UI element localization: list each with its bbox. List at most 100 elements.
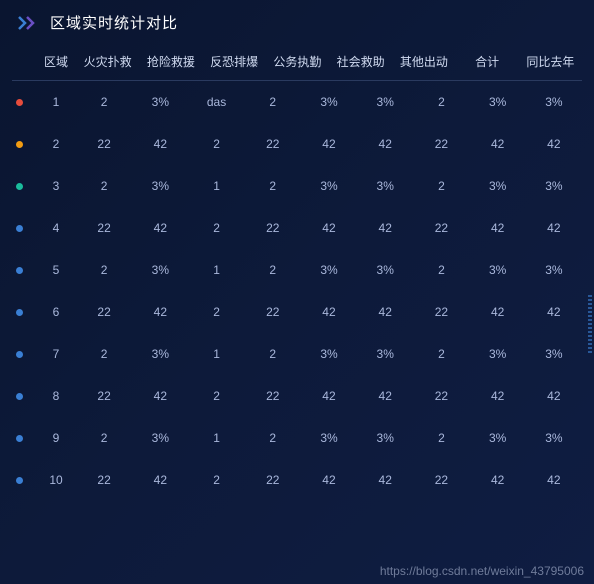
table-cell: 3% bbox=[526, 179, 582, 193]
table-cell: 2 bbox=[245, 263, 301, 277]
table-cell: 2 bbox=[188, 137, 244, 151]
table-cell: 22 bbox=[245, 473, 301, 487]
table-cell: 3% bbox=[470, 347, 526, 361]
table-cell: 42 bbox=[526, 137, 582, 151]
status-dot-icon bbox=[16, 435, 23, 442]
table-row[interactable]: 422422224242224242 bbox=[12, 207, 582, 249]
table-cell: 42 bbox=[357, 137, 413, 151]
table-cell: 7 bbox=[36, 347, 76, 361]
table-cell: 2 bbox=[36, 137, 76, 151]
table-cell: 9 bbox=[36, 431, 76, 445]
row-dot-cell bbox=[12, 99, 36, 106]
row-dot-cell bbox=[12, 435, 36, 442]
table-row[interactable]: 723%123%3%23%3% bbox=[12, 333, 582, 375]
table-cell: 22 bbox=[413, 137, 469, 151]
table-cell: 42 bbox=[301, 473, 357, 487]
table-cell: 42 bbox=[470, 305, 526, 319]
table-cell: 22 bbox=[76, 137, 132, 151]
status-dot-icon bbox=[16, 393, 23, 400]
table-body: 123%das23%3%23%3%222422224242224242323%1… bbox=[12, 81, 582, 501]
scrollbar-indicator[interactable] bbox=[588, 295, 592, 355]
table-cell: 22 bbox=[76, 305, 132, 319]
table-cell: 22 bbox=[76, 221, 132, 235]
table-cell: 3% bbox=[526, 347, 582, 361]
table-row[interactable]: 123%das23%3%23%3% bbox=[12, 81, 582, 123]
table-cell: 42 bbox=[470, 137, 526, 151]
table-cell: 2 bbox=[188, 221, 244, 235]
table-row[interactable]: 822422224242224242 bbox=[12, 375, 582, 417]
table-cell: 3% bbox=[301, 95, 357, 109]
status-dot-icon bbox=[16, 141, 23, 148]
table-cell: 42 bbox=[357, 305, 413, 319]
table-row[interactable]: 222422224242224242 bbox=[12, 123, 582, 165]
table-cell: 3% bbox=[301, 431, 357, 445]
table-row[interactable]: 923%123%3%23%3% bbox=[12, 417, 582, 459]
table-cell: 3 bbox=[36, 179, 76, 193]
table-cell: 42 bbox=[470, 389, 526, 403]
table-cell: 4 bbox=[36, 221, 76, 235]
header-other: 其他出动 bbox=[392, 53, 455, 70]
table-cell: 3% bbox=[357, 347, 413, 361]
status-dot-icon bbox=[16, 351, 23, 358]
table-cell: 42 bbox=[301, 305, 357, 319]
table-cell: 2 bbox=[413, 347, 469, 361]
table-cell: 1 bbox=[188, 263, 244, 277]
table-cell: 42 bbox=[357, 473, 413, 487]
table-cell: 3% bbox=[357, 179, 413, 193]
table-cell: 2 bbox=[188, 305, 244, 319]
table-cell: 3% bbox=[470, 431, 526, 445]
table-row[interactable]: 1022422224242224242 bbox=[12, 459, 582, 501]
stats-table: 区域 火灾扑救 抢险救援 反恐排爆 公务执勤 社会救助 其他出动 合计 同比去年… bbox=[0, 41, 594, 501]
status-dot-icon bbox=[16, 267, 23, 274]
table-cell: 3% bbox=[357, 263, 413, 277]
table-cell: 8 bbox=[36, 389, 76, 403]
status-dot-icon bbox=[16, 99, 23, 106]
table-cell: 42 bbox=[526, 473, 582, 487]
row-dot-cell bbox=[12, 351, 36, 358]
table-cell: 5 bbox=[36, 263, 76, 277]
table-cell: 22 bbox=[413, 389, 469, 403]
header-social: 社会救助 bbox=[329, 53, 392, 70]
table-cell: 22 bbox=[76, 473, 132, 487]
table-cell: 22 bbox=[413, 305, 469, 319]
header-rescue: 抢险救援 bbox=[139, 53, 202, 70]
chevron-icon bbox=[18, 16, 40, 30]
status-dot-icon bbox=[16, 477, 23, 484]
table-cell: 10 bbox=[36, 473, 76, 487]
table-cell: 3% bbox=[526, 95, 582, 109]
row-dot-cell bbox=[12, 477, 36, 484]
row-dot-cell bbox=[12, 393, 36, 400]
row-dot-cell bbox=[12, 225, 36, 232]
table-cell: 6 bbox=[36, 305, 76, 319]
table-cell: 3% bbox=[132, 179, 188, 193]
table-cell: 42 bbox=[526, 221, 582, 235]
table-cell: 2 bbox=[413, 95, 469, 109]
status-dot-icon bbox=[16, 183, 23, 190]
header-antiterror: 反恐排爆 bbox=[203, 53, 266, 70]
table-cell: 42 bbox=[470, 473, 526, 487]
table-cell: 2 bbox=[76, 263, 132, 277]
row-dot-cell bbox=[12, 183, 36, 190]
header-yoy: 同比去年 bbox=[519, 53, 582, 70]
table-cell: 2 bbox=[188, 389, 244, 403]
table-cell: 22 bbox=[245, 137, 301, 151]
table-cell: 1 bbox=[36, 95, 76, 109]
table-cell: 42 bbox=[357, 389, 413, 403]
table-cell: 3% bbox=[301, 179, 357, 193]
table-row[interactable]: 323%123%3%23%3% bbox=[12, 165, 582, 207]
header-fire: 火灾扑救 bbox=[76, 53, 139, 70]
table-row[interactable]: 523%123%3%23%3% bbox=[12, 249, 582, 291]
table-cell: 42 bbox=[132, 137, 188, 151]
table-cell: 3% bbox=[357, 431, 413, 445]
table-cell: 2 bbox=[245, 179, 301, 193]
table-row[interactable]: 622422224242224242 bbox=[12, 291, 582, 333]
table-cell: 22 bbox=[245, 389, 301, 403]
table-cell: 2 bbox=[245, 347, 301, 361]
table-cell: 42 bbox=[357, 221, 413, 235]
table-cell: 3% bbox=[357, 95, 413, 109]
table-cell: 1 bbox=[188, 179, 244, 193]
watermark-text: https://blog.csdn.net/weixin_43795006 bbox=[380, 564, 584, 578]
table-cell: 3% bbox=[132, 95, 188, 109]
table-cell: 22 bbox=[245, 305, 301, 319]
row-dot-cell bbox=[12, 309, 36, 316]
